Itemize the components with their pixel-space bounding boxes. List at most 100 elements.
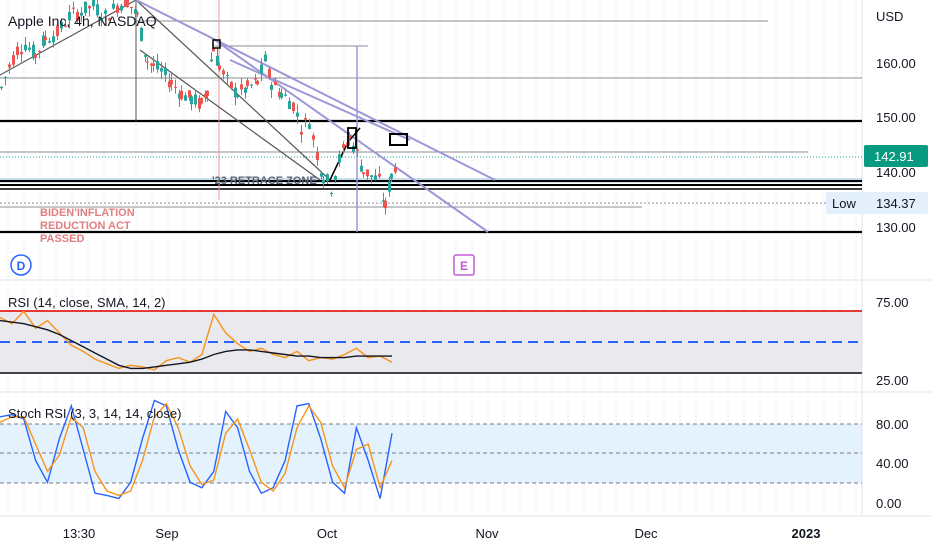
candle-body xyxy=(240,84,243,90)
candle-body xyxy=(134,9,137,15)
candle-body xyxy=(234,87,237,98)
candle-body xyxy=(218,65,221,70)
candle-body xyxy=(48,41,51,43)
candle-body xyxy=(226,75,229,77)
candle-body xyxy=(270,84,273,90)
low-value: 134.37 xyxy=(876,196,916,211)
candle-body xyxy=(116,5,119,13)
candle-body xyxy=(382,200,385,202)
candle-body xyxy=(136,12,139,15)
candle-body xyxy=(342,144,345,148)
candle-body xyxy=(72,7,75,9)
candle-body xyxy=(362,172,365,175)
candle-body xyxy=(194,94,197,105)
candle-body xyxy=(152,63,155,67)
currency-label: USD xyxy=(876,9,903,24)
candle-body xyxy=(130,6,133,9)
candle-body xyxy=(0,86,3,89)
candle-body xyxy=(124,0,127,8)
candle-body xyxy=(56,25,59,36)
candle-body xyxy=(168,81,171,88)
last-price-value: 142.91 xyxy=(874,149,914,164)
candle-body xyxy=(222,70,225,75)
dividend-badge[interactable]: D xyxy=(10,254,32,276)
candle-body xyxy=(126,0,129,7)
candle-body xyxy=(330,192,333,194)
candle-body xyxy=(180,90,183,100)
time-label-oct: Oct xyxy=(317,526,338,541)
stoch-title: Stoch RSI (3, 3, 14, 14, close) xyxy=(8,406,181,421)
price-tick-140: 140.00 xyxy=(876,165,916,180)
stoch-tick-40: 40.00 xyxy=(876,456,909,471)
time-label-dec: Dec xyxy=(634,526,658,541)
earnings-badge[interactable]: E xyxy=(453,254,475,276)
candle-body xyxy=(264,54,267,62)
candle-body xyxy=(170,79,173,85)
candle-body xyxy=(206,90,209,96)
time-label-1330: 13:30 xyxy=(63,526,96,541)
chart-title: Apple Inc, 4h, NASDAQ xyxy=(8,13,157,29)
candle-body xyxy=(52,36,55,43)
trendline-rise xyxy=(0,0,137,76)
candle-body xyxy=(308,124,311,129)
candle-body xyxy=(288,101,291,110)
candle-body xyxy=(92,0,95,7)
candle-body xyxy=(326,174,329,182)
candle-body xyxy=(274,81,277,86)
candle-body xyxy=(334,176,337,180)
candle-body xyxy=(38,50,41,52)
candle-body xyxy=(68,12,71,21)
candle-body xyxy=(80,12,83,16)
candle-body xyxy=(216,55,219,66)
candle-body xyxy=(174,86,177,88)
candle-body xyxy=(96,4,99,16)
candle-body xyxy=(20,52,23,55)
candle-body xyxy=(356,149,359,151)
candle-body xyxy=(42,35,45,47)
ira-label-line2: REDUCTION ACT xyxy=(40,220,131,232)
low-price-tag xyxy=(826,192,928,214)
candle-body xyxy=(236,95,239,98)
earnings-badge-letter: E xyxy=(460,259,468,273)
candle-body xyxy=(300,131,303,135)
candle-body xyxy=(322,180,325,184)
candle-body xyxy=(150,63,153,66)
candle-body xyxy=(384,200,387,209)
candle-body xyxy=(316,152,319,160)
candle-body xyxy=(388,181,391,192)
trendline-channel-upper xyxy=(135,0,331,181)
price-tick-130: 130.00 xyxy=(876,220,916,235)
stoch-d-line xyxy=(0,402,393,497)
candle-body xyxy=(352,145,355,153)
candle-body xyxy=(204,93,207,98)
candle-body xyxy=(84,1,87,14)
earnings-badge-box xyxy=(453,254,475,276)
candle-body xyxy=(34,54,37,58)
time-label-sep: Sep xyxy=(155,526,178,541)
candle-body xyxy=(338,154,341,163)
candle-body xyxy=(190,96,193,105)
candle-body xyxy=(390,173,393,179)
candle-body xyxy=(144,54,147,57)
marker-box-sep xyxy=(212,39,221,49)
candle-body xyxy=(104,10,107,14)
candle-body xyxy=(292,102,295,112)
candle-body xyxy=(120,5,123,11)
ira-label-line3: PASSED xyxy=(40,233,84,245)
candle-body xyxy=(246,80,249,87)
marker-box-target xyxy=(389,133,408,146)
candle-body xyxy=(100,18,103,21)
time-label-nov: Nov xyxy=(475,526,499,541)
stoch-tick-80: 80.00 xyxy=(876,417,909,432)
candle-body xyxy=(12,55,15,65)
rsi-tick-25: 25.00 xyxy=(876,373,909,388)
candle-body xyxy=(370,175,373,177)
candle-body xyxy=(140,27,143,42)
rsi-band-fill xyxy=(0,311,862,373)
candle-body xyxy=(278,91,281,97)
candle-body xyxy=(296,112,299,117)
candle-body xyxy=(320,172,323,177)
candle-body xyxy=(210,59,213,62)
candle-body xyxy=(284,94,287,96)
